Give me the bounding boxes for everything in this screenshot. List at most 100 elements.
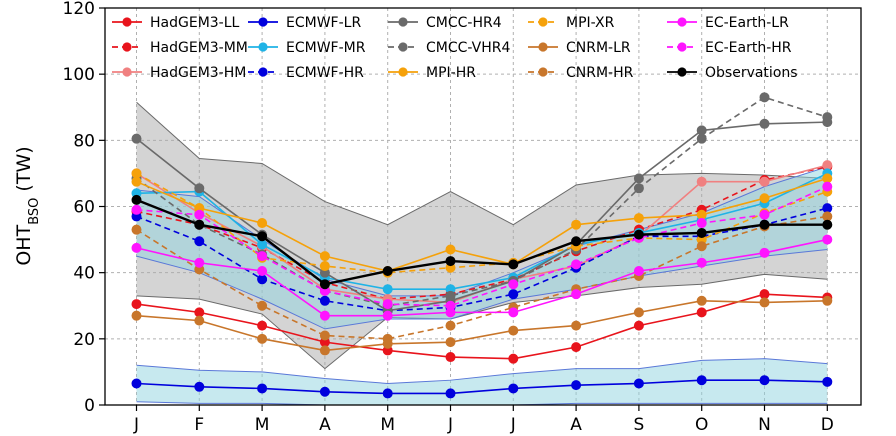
data-point: [194, 307, 205, 318]
series-ecmwf-lr: [131, 375, 833, 399]
data-point: [759, 118, 770, 129]
data-point: [257, 231, 268, 242]
y-tick-label: 120: [63, 0, 95, 19]
data-point: [571, 289, 582, 300]
legend-item-ecmwf-mr: ECMWF-MR: [248, 40, 366, 56]
data-point: [759, 289, 770, 300]
series-line: [136, 177, 828, 272]
data-point: [633, 229, 644, 240]
data-point: [759, 92, 770, 103]
legend-swatch-marker: [398, 67, 408, 77]
legend-label: HadGEM3-LL: [150, 15, 240, 31]
legend-item-mpi-xr: MPI-XR: [528, 15, 615, 31]
data-point: [822, 203, 833, 214]
x-tick-label: J: [133, 415, 139, 435]
data-point: [131, 194, 142, 205]
series-cnrm-lr: [131, 295, 833, 356]
legend-label: MPI-HR: [426, 65, 476, 81]
data-point: [194, 381, 205, 392]
data-point: [508, 259, 519, 270]
legend-swatch-marker: [122, 67, 132, 77]
legend-item-hadgem3-hm: HadGEM3-HM: [112, 65, 246, 81]
x-tick-label: N: [758, 415, 771, 435]
data-point: [382, 388, 393, 399]
data-point: [822, 112, 833, 123]
x-tick-label: D: [821, 415, 834, 435]
x-tick-label: A: [570, 415, 582, 435]
legend-label: CMCC-VHR4: [426, 40, 510, 56]
data-point: [633, 266, 644, 277]
legend-swatch-marker: [258, 67, 268, 77]
data-point: [319, 279, 330, 290]
band-lower-edge: [136, 249, 828, 330]
series-ec-earth-hr: [131, 181, 833, 311]
data-point: [696, 307, 707, 318]
data-point: [445, 320, 456, 331]
data-point: [382, 284, 393, 295]
legend-item-cmcc-hr4: CMCC-HR4: [388, 15, 502, 31]
legend-swatch-marker: [258, 42, 268, 52]
series-line: [136, 166, 828, 300]
legend-label: HadGEM3-MM: [150, 40, 248, 56]
data-point: [445, 388, 456, 399]
data-point: [508, 383, 519, 394]
data-point: [257, 251, 268, 262]
data-point: [131, 299, 142, 310]
data-point: [194, 219, 205, 230]
band-lr-spread: [136, 358, 828, 406]
data-point: [633, 173, 644, 184]
series-line: [136, 215, 828, 340]
x-tick-label: J: [447, 415, 453, 435]
data-point: [257, 266, 268, 277]
data-point: [759, 375, 770, 386]
data-point: [759, 297, 770, 308]
data-point: [759, 176, 770, 187]
data-point: [759, 247, 770, 258]
x-tick-label: A: [319, 415, 331, 435]
legend-item-ecmwf-hr: ECMWF-HR: [248, 65, 364, 81]
data-point: [696, 218, 707, 229]
axes: 0 20 40 60 80 100 120 J F M A M J J A S O N D: [63, 0, 834, 435]
data-point: [633, 183, 644, 194]
x-tick-label: O: [695, 415, 708, 435]
data-point: [571, 236, 582, 247]
data-point: [445, 290, 456, 301]
legend-item-cnrm-lr: CNRM-LR: [528, 40, 631, 56]
data-point: [445, 337, 456, 348]
data-point: [633, 307, 644, 318]
data-point: [445, 300, 456, 311]
legend-swatch-marker: [538, 42, 548, 52]
data-point: [696, 209, 707, 220]
data-point: [382, 310, 393, 321]
data-point: [257, 383, 268, 394]
y-tick-label: 60: [73, 198, 95, 218]
y-tick-label: 80: [73, 131, 95, 151]
y-axis-label: OHTBSO (TW): [13, 146, 42, 265]
data-point: [319, 345, 330, 356]
legend-label: EC-Earth-HR: [705, 40, 792, 56]
data-point: [194, 315, 205, 326]
y-axis-label-unit: (TW): [13, 146, 35, 197]
legend-swatch-marker: [122, 17, 132, 27]
series-line: [136, 379, 828, 395]
data-point: [131, 242, 142, 253]
series-line: [136, 121, 828, 312]
data-point: [696, 257, 707, 268]
data-point: [822, 234, 833, 245]
data-point: [194, 209, 205, 220]
band-fill: [136, 358, 828, 405]
data-point: [131, 176, 142, 187]
legend-swatch-marker: [677, 17, 687, 27]
legend-swatch-marker: [677, 42, 687, 52]
data-point: [508, 325, 519, 336]
data-point: [696, 133, 707, 144]
data-point: [508, 289, 519, 300]
legend: HadGEM3-LL HadGEM3-MM HadGEM3-HM ECMWF-LR EC…: [112, 15, 798, 81]
data-point: [571, 219, 582, 230]
data-point: [822, 211, 833, 222]
data-point: [319, 310, 330, 321]
series-line: [136, 172, 828, 274]
data-point: [696, 375, 707, 386]
x-tick-label: J: [510, 415, 516, 435]
